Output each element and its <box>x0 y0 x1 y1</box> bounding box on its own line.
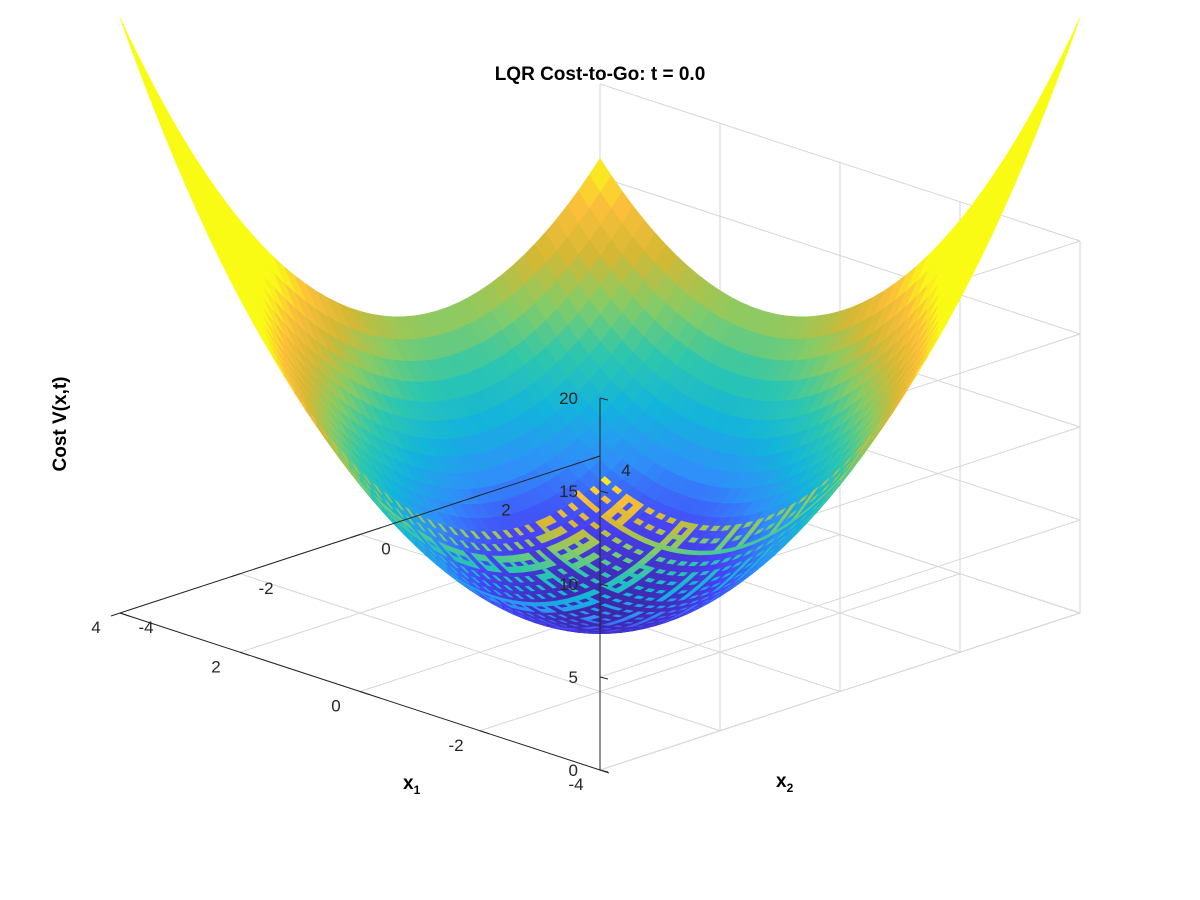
z-tick-mark <box>599 676 609 680</box>
y-tick-label: 0 <box>381 540 390 559</box>
surface-patch <box>141 70 164 122</box>
surface-patch <box>152 92 175 142</box>
y-tick-mark <box>470 494 481 499</box>
axes <box>110 397 610 774</box>
x-axis-label-subscript: 1 <box>414 783 421 797</box>
x-tick-label: -2 <box>448 736 463 755</box>
surface-patch <box>119 17 143 71</box>
y-axis-label: x2 <box>776 771 794 795</box>
y-tick-label: -4 <box>138 618 153 637</box>
x-axis-label-main: x <box>403 773 414 794</box>
surface-patch <box>1046 47 1070 100</box>
chart-title: LQR Cost-to-Go: t = 0.0 <box>495 64 706 85</box>
x-tick-mark <box>239 651 250 656</box>
z-tick-label: 0 <box>569 761 578 780</box>
x-tick-label: 4 <box>91 618 100 637</box>
surface-mesh <box>119 17 1081 634</box>
surface-patch <box>130 47 154 100</box>
x-axis-label: x1 <box>403 773 421 797</box>
surface-patch <box>1025 92 1048 142</box>
z-tick-label: 10 <box>559 575 578 594</box>
y-tick-mark <box>590 455 601 460</box>
surface-patch <box>1036 70 1059 122</box>
wall-grid-z <box>599 519 1081 678</box>
x-tick-mark <box>119 612 130 617</box>
floor-grid-y <box>239 573 721 732</box>
z-tick-mark <box>599 583 609 587</box>
y-tick-label: 4 <box>621 461 630 480</box>
y-tick-mark <box>110 612 121 617</box>
x-tick-label: 2 <box>211 657 220 676</box>
y-axis-label-subscript: 2 <box>787 781 794 795</box>
z-tick-label: 20 <box>559 389 578 408</box>
x-tick-label: -4 <box>568 775 583 794</box>
z-tick-label: 5 <box>569 668 578 687</box>
y-axis-label-main: x <box>776 771 787 792</box>
y-tick-mark <box>230 573 241 578</box>
x-tick-mark <box>359 691 370 695</box>
surface-patch <box>1057 17 1081 71</box>
z-tick-mark <box>599 769 609 773</box>
x-tick-mark <box>479 730 490 735</box>
surface-patch <box>1046 40 1070 93</box>
z-tick-mark <box>599 490 609 494</box>
z-tick-mark <box>599 397 609 401</box>
y-tick-label: 2 <box>501 500 510 519</box>
z-axis-label: Cost V(x,t) <box>50 377 71 472</box>
z-tick-label: 15 <box>559 482 578 501</box>
y-tick-mark <box>350 534 361 538</box>
wall-grid-z <box>599 176 1081 335</box>
surface-patch <box>130 40 154 93</box>
wall-grid-z <box>599 612 1081 771</box>
y-tick-label: -2 <box>258 579 273 598</box>
x-tick-label: 0 <box>331 697 340 716</box>
tick-labels: -4 -2 0 2 4 -4 -2 0 2 4 0 5 10 15 20 <box>91 389 630 794</box>
